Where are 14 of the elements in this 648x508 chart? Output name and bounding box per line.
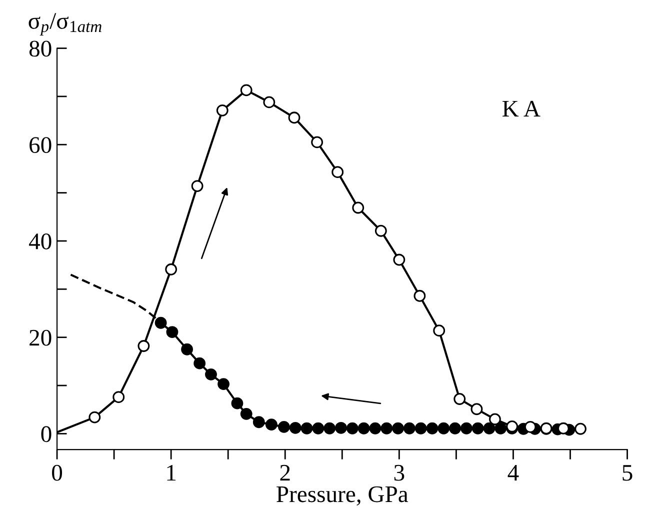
x-tick-label: 3 — [394, 464, 404, 481]
y-tick-label: 0 — [41, 426, 52, 442]
x-tick-label: 4 — [508, 465, 519, 481]
annotation: K A — [502, 100, 540, 116]
y-tick-label: 40 — [29, 233, 52, 250]
x-tick-label: 2 — [280, 464, 290, 481]
y-axis-title: σ$_{p}$/σ$_{1atm}$ — [28, 13, 102, 36]
y-tick-label: 20 — [30, 330, 52, 346]
x-tick-label: 1 — [167, 464, 176, 481]
x-tick-label: 5 — [622, 465, 632, 481]
y-tick-label: 80 — [29, 40, 52, 57]
y-tick-label: 60 — [30, 137, 52, 154]
x-axis-title: Pressure, GPa — [276, 486, 408, 506]
x-tick-label: 0 — [52, 464, 62, 481]
